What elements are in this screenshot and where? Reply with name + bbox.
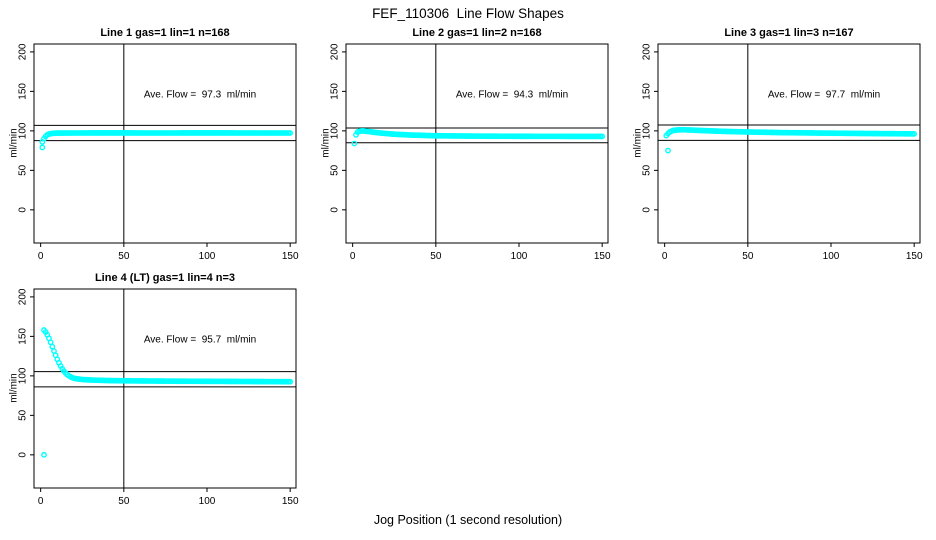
y-tick-label: 50 bbox=[330, 164, 341, 176]
x-tick-label: 100 bbox=[199, 496, 216, 507]
panel-1-title: Line 1 gas=1 lin=1 n=168 bbox=[100, 27, 230, 39]
series-points bbox=[351, 127, 606, 147]
plot-box bbox=[345, 43, 609, 244]
outlier-points bbox=[41, 451, 47, 458]
y-tick-label: 200 bbox=[330, 43, 341, 60]
x-tick-label: 100 bbox=[511, 251, 528, 262]
x-tick-label: 0 bbox=[38, 496, 44, 507]
reference-lines bbox=[346, 44, 608, 243]
data-point bbox=[287, 130, 294, 136]
x-tick-label: 0 bbox=[662, 251, 668, 262]
x-axis: 0 50 100 150 bbox=[38, 243, 299, 262]
series-points bbox=[39, 130, 294, 145]
y-tick-label: 50 bbox=[18, 409, 29, 421]
y-tick-label: 150 bbox=[18, 83, 29, 100]
data-point bbox=[351, 140, 358, 147]
y-tick-label: 100 bbox=[18, 367, 29, 384]
panel-4-plot: 0 50 100 150 0 50 100 150 200 bbox=[18, 288, 299, 507]
y-tick-label: 150 bbox=[642, 83, 653, 100]
y-axis: 0 50 100 150 200 bbox=[642, 43, 658, 213]
y-tick-label: 50 bbox=[642, 164, 653, 176]
panel-4-ave-flow-annotation: Ave. Flow = 95.7 ml/min bbox=[143, 334, 257, 346]
x-tick-label: 150 bbox=[282, 496, 299, 507]
x-tick-label: 0 bbox=[38, 251, 44, 262]
series-points bbox=[41, 327, 294, 385]
panel-1-ave-flow-annotation: Ave. Flow = 97.3 ml/min bbox=[143, 89, 257, 101]
y-tick-label: 200 bbox=[18, 288, 29, 305]
y-tick-label: 150 bbox=[18, 328, 29, 345]
y-tick-label: 150 bbox=[330, 83, 341, 100]
x-tick-label: 100 bbox=[823, 251, 840, 262]
panel-3-title: Line 3 gas=1 lin=3 n=167 bbox=[724, 27, 854, 39]
plot-box bbox=[33, 288, 297, 489]
reference-lines bbox=[34, 289, 296, 488]
x-tick-label: 0 bbox=[350, 251, 356, 262]
panel-2-plot: 0 50 100 150 0 50 100 150 200 bbox=[330, 43, 611, 262]
x-tick-label: 150 bbox=[906, 251, 923, 262]
x-tick-label: 50 bbox=[742, 251, 754, 262]
outlier-point bbox=[41, 451, 47, 458]
outlier-point bbox=[665, 147, 671, 154]
panel-2-ave-flow-annotation: Ave. Flow = 94.3 ml/min bbox=[455, 89, 569, 101]
panel-1-plot: 0 50 100 150 0 50 100 150 200 bbox=[18, 43, 299, 262]
x-tick-label: 150 bbox=[282, 251, 299, 262]
x-tick-label: 50 bbox=[118, 496, 130, 507]
outlier-points bbox=[665, 147, 671, 154]
x-axis: 0 50 100 150 bbox=[38, 488, 299, 507]
outlier-points bbox=[39, 144, 46, 151]
y-axis: 0 50 100 150 200 bbox=[330, 43, 346, 213]
y-tick-label: 200 bbox=[642, 43, 653, 60]
reference-lines bbox=[34, 44, 296, 243]
y-tick-label: 100 bbox=[330, 122, 341, 139]
panel-3-ave-flow-annotation: Ave. Flow = 97.7 ml/min bbox=[767, 89, 881, 101]
y-tick-label: 50 bbox=[18, 164, 29, 176]
outlier-point bbox=[39, 144, 46, 151]
x-tick-label: 50 bbox=[118, 251, 130, 262]
y-tick-label: 0 bbox=[642, 207, 653, 213]
panel-4-title: Line 4 (LT) gas=1 lin=4 n=3 bbox=[94, 272, 236, 284]
y-tick-label: 0 bbox=[18, 207, 29, 213]
plot-box bbox=[33, 43, 297, 244]
y-axis: 0 50 100 150 200 bbox=[18, 43, 34, 213]
panel-3-plot: 0 50 100 150 0 50 100 150 200 bbox=[642, 43, 923, 262]
x-axis: 0 50 100 150 bbox=[350, 243, 611, 262]
y-tick-label: 100 bbox=[642, 122, 653, 139]
figure-title: FEF_110306 Line Flow Shapes bbox=[372, 6, 564, 21]
x-tick-label: 150 bbox=[594, 251, 611, 262]
x-tick-label: 100 bbox=[199, 251, 216, 262]
y-axis: 0 50 100 150 200 bbox=[18, 288, 34, 458]
figure-x-axis-label: Jog Position (1 second resolution) bbox=[373, 513, 563, 527]
panel-2-title: Line 2 gas=1 lin=2 n=168 bbox=[412, 27, 542, 39]
y-tick-label: 100 bbox=[18, 122, 29, 139]
reference-lines bbox=[658, 44, 920, 243]
y-tick-label: 0 bbox=[330, 207, 341, 213]
data-point bbox=[911, 130, 918, 137]
y-tick-label: 200 bbox=[18, 43, 29, 60]
series-points bbox=[663, 126, 918, 139]
plot-box bbox=[657, 43, 921, 244]
x-axis: 0 50 100 150 bbox=[662, 243, 923, 262]
y-tick-label: 0 bbox=[18, 452, 29, 458]
data-point bbox=[287, 378, 294, 385]
x-tick-label: 50 bbox=[430, 251, 442, 262]
data-point bbox=[599, 133, 606, 140]
